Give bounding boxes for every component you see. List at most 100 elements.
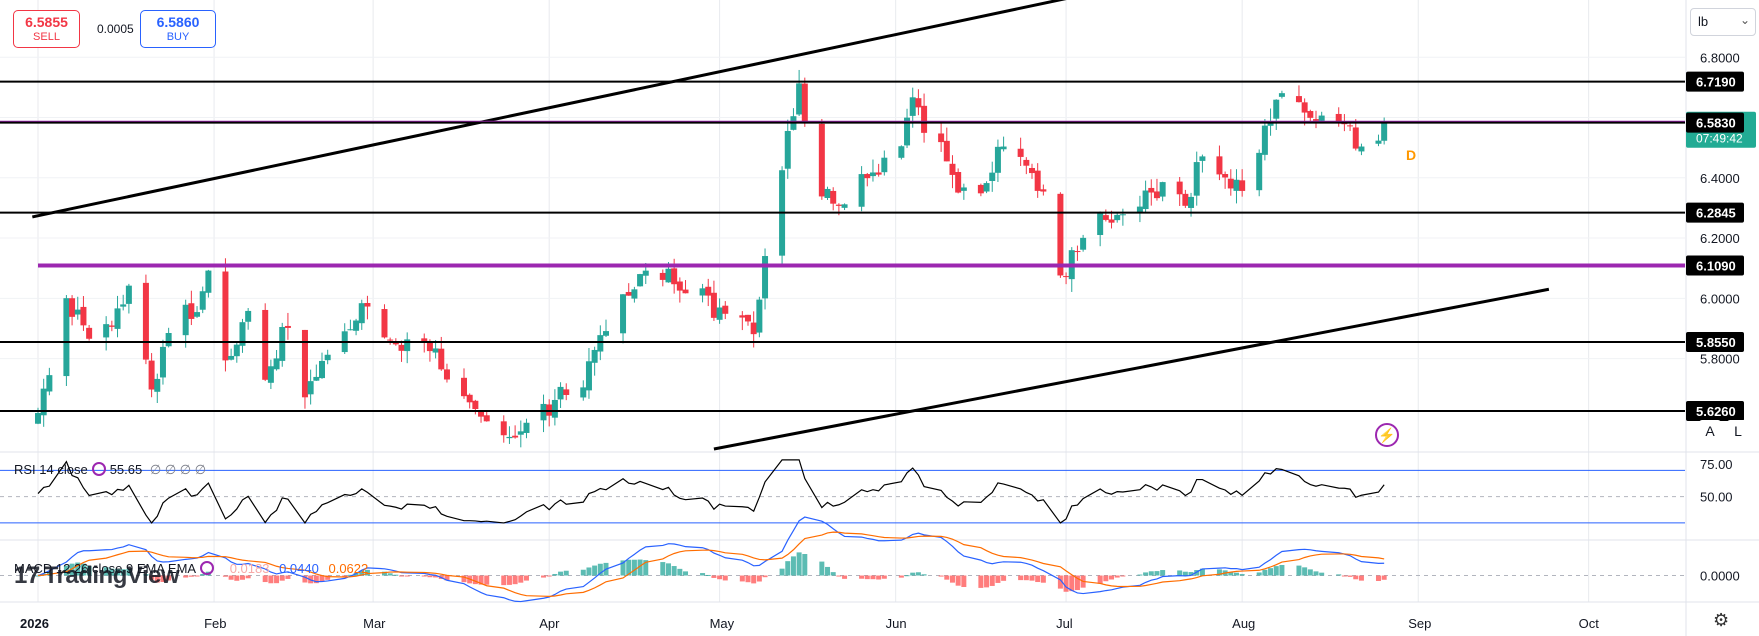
candle-body	[69, 298, 76, 317]
candle-body	[557, 386, 564, 400]
macd-histogram-bar	[1035, 575, 1041, 583]
dividend-marker[interactable]: D	[1406, 147, 1417, 163]
candle-body	[233, 344, 240, 357]
macd-histogram-bar	[523, 575, 529, 581]
candle-body	[182, 304, 189, 336]
candle-body	[398, 344, 405, 351]
macd-histogram-bar	[717, 575, 723, 580]
macd-settings-icon[interactable]	[200, 561, 215, 575]
macd-histogram-bar	[200, 574, 206, 576]
candle-body	[1080, 237, 1087, 250]
log-scale-button[interactable]: L	[1727, 420, 1749, 442]
macd-histogram-bar	[268, 575, 274, 584]
macd-histogram-bar	[1148, 571, 1154, 576]
auto-scale-button[interactable]: A	[1699, 420, 1721, 442]
macd-histogram-bar	[989, 575, 995, 586]
candle-body	[705, 286, 712, 296]
macd-histogram-bar	[819, 561, 825, 576]
candle-body	[994, 146, 1001, 173]
candle-body	[1136, 206, 1143, 213]
macd-histogram-bar	[149, 575, 155, 580]
candle-body	[148, 360, 155, 390]
macd-histogram-bar	[484, 575, 490, 585]
macd-histogram-bar	[404, 575, 410, 577]
macd-histogram-bar	[433, 575, 439, 578]
macd-signal-line	[37, 531, 1385, 597]
macd-histogram-bar	[103, 567, 109, 576]
macd-histogram-bar	[239, 575, 245, 580]
candle-body	[381, 309, 388, 338]
candle-body	[194, 312, 201, 317]
macd-histogram-bar	[359, 570, 365, 576]
candle-body	[1153, 191, 1160, 199]
candle-body	[279, 326, 286, 361]
rsi-tick-label: 50.00	[1700, 490, 1733, 505]
macd-histogram-bar	[80, 563, 86, 576]
candle-body	[523, 422, 530, 433]
macd-histogram-bar	[1160, 570, 1166, 576]
buy-button[interactable]: 6.5860 BUY	[140, 10, 216, 48]
candle-body	[1381, 121, 1388, 141]
candle-body	[676, 281, 683, 291]
macd-histogram-bar	[711, 575, 717, 578]
macd-histogram-bar	[552, 573, 558, 576]
rsi-line	[37, 459, 1385, 524]
candle-body	[858, 174, 865, 207]
macd-histogram-bar	[1358, 575, 1364, 581]
candle-body	[506, 436, 513, 439]
macd-histogram-bar	[563, 570, 569, 576]
candle-body	[142, 282, 149, 360]
candle-body	[1057, 193, 1064, 276]
macd-histogram-bar	[1302, 567, 1308, 576]
macd-histogram-bar	[188, 575, 194, 577]
candle-body	[267, 366, 274, 383]
macd-histogram-bar	[319, 575, 325, 582]
macd-histogram-bar	[1188, 572, 1194, 576]
macd-histogram-bar	[665, 563, 671, 576]
macd-histogram-bar	[444, 575, 450, 581]
macd-histogram-bar	[183, 575, 189, 578]
macd-histogram-bar	[825, 566, 831, 576]
macd-histogram-bar	[399, 575, 405, 577]
macd-histogram-bar	[683, 571, 689, 576]
macd-histogram-bar	[597, 563, 603, 576]
unit-select[interactable]: lb ⌄	[1690, 8, 1756, 36]
price-tick-label: 6.2000	[1700, 231, 1740, 246]
candle-body	[915, 98, 922, 108]
macd-histogram-bar	[592, 565, 598, 576]
candle-body	[387, 339, 394, 341]
macd-legend[interactable]: MACD 12 26 close 9 EMA EMA 0.0183 0.0440…	[14, 561, 368, 576]
candle-body	[353, 320, 360, 331]
candle-body	[841, 204, 848, 208]
macd-histogram-bar	[154, 575, 160, 583]
rsi-settings-icon[interactable]	[91, 462, 106, 476]
candle-body	[869, 172, 876, 177]
macd-histogram-bar	[660, 562, 666, 576]
macd-histogram-bar	[1040, 575, 1046, 583]
gear-icon[interactable]: ⚙	[1713, 610, 1730, 630]
sell-button[interactable]: 6.5855 SELL	[13, 10, 80, 48]
price-level-label: 6.1090	[1696, 258, 1736, 273]
macd-histogram-bar	[881, 575, 887, 579]
macd-histogram-bar	[802, 554, 808, 576]
candle-body	[120, 304, 127, 307]
rsi-legend[interactable]: RSI 14 close 55.65 ∅ ∅ ∅ ∅	[14, 462, 206, 478]
macd-histogram-bar	[1120, 575, 1126, 577]
macd-histogram-bar	[921, 574, 927, 576]
time-axis-label: Apr	[539, 616, 560, 631]
macd-histogram-bar	[1069, 575, 1075, 592]
candle-body	[824, 188, 831, 198]
time-axis-label: Sep	[1408, 616, 1431, 631]
macd-histogram-bar	[69, 563, 75, 576]
candle-body	[517, 431, 524, 435]
macd-histogram-bar	[1375, 575, 1381, 581]
bolt-icon[interactable]: ⚡	[1375, 423, 1399, 447]
candle-body	[1176, 181, 1183, 195]
candle-body	[1239, 180, 1246, 191]
time-axis-label: Oct	[1579, 616, 1600, 631]
macd-histogram-bar	[1273, 566, 1279, 576]
candle-body	[1017, 148, 1024, 157]
macd-histogram-bar	[347, 574, 353, 576]
candle-body	[1233, 179, 1240, 191]
